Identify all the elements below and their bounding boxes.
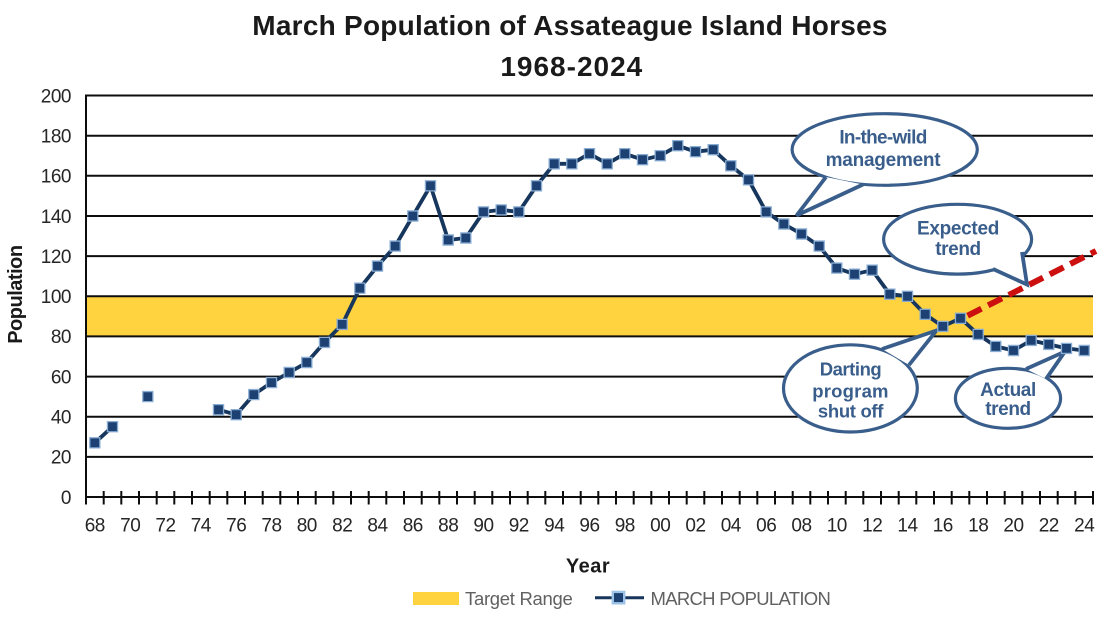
svg-text:80: 80 (51, 327, 71, 348)
svg-text:Darting: Darting (820, 359, 882, 380)
svg-text:trend: trend (935, 239, 981, 260)
svg-text:78: 78 (261, 516, 281, 537)
svg-text:02: 02 (685, 516, 705, 537)
svg-text:20: 20 (51, 448, 71, 469)
svg-text:180: 180 (41, 127, 71, 148)
svg-text:Expected: Expected (917, 219, 999, 240)
svg-text:14: 14 (897, 516, 918, 537)
svg-text:program: program (812, 381, 888, 402)
svg-text:100: 100 (41, 287, 71, 308)
svg-text:18: 18 (968, 516, 988, 537)
svg-text:40: 40 (51, 408, 71, 429)
svg-text:shut off: shut off (818, 400, 884, 421)
svg-text:68: 68 (85, 516, 105, 537)
svg-text:trend: trend (985, 399, 1031, 420)
svg-text:Actual: Actual (980, 380, 1036, 401)
svg-text:90: 90 (473, 516, 493, 537)
svg-text:120: 120 (41, 247, 71, 268)
svg-text:72: 72 (155, 516, 175, 537)
svg-text:94: 94 (544, 516, 565, 537)
svg-text:84: 84 (367, 516, 388, 537)
svg-text:MARCH POPULATION: MARCH POPULATION (651, 588, 831, 609)
svg-text:22: 22 (1039, 516, 1059, 537)
svg-text:0: 0 (61, 488, 71, 509)
svg-text:08: 08 (791, 516, 811, 537)
svg-text:24: 24 (1074, 516, 1095, 537)
svg-text:80: 80 (297, 516, 317, 537)
svg-text:88: 88 (438, 516, 458, 537)
svg-text:12: 12 (862, 516, 882, 537)
svg-text:70: 70 (120, 516, 140, 537)
svg-text:04: 04 (721, 516, 742, 537)
svg-text:Year: Year (566, 556, 610, 578)
svg-text:Target Range: Target Range (465, 588, 572, 609)
svg-text:140: 140 (41, 207, 71, 228)
svg-text:Population: Population (5, 245, 27, 343)
svg-text:86: 86 (403, 516, 423, 537)
svg-text:74: 74 (191, 516, 212, 537)
svg-text:98: 98 (615, 516, 635, 537)
svg-text:March Population of Assateague: March Population of Assateague Island Ho… (252, 10, 887, 41)
svg-text:1968-2024: 1968-2024 (500, 51, 643, 82)
svg-text:00: 00 (650, 516, 670, 537)
svg-text:In-the-wild: In-the-wild (839, 128, 926, 149)
svg-text:06: 06 (756, 516, 776, 537)
svg-text:60: 60 (51, 367, 71, 388)
svg-text:160: 160 (41, 167, 71, 188)
svg-text:16: 16 (933, 516, 953, 537)
svg-text:82: 82 (332, 516, 352, 537)
svg-text:76: 76 (226, 516, 246, 537)
svg-text:10: 10 (827, 516, 847, 537)
svg-text:20: 20 (1003, 516, 1023, 537)
svg-text:92: 92 (509, 516, 529, 537)
svg-text:96: 96 (579, 516, 599, 537)
svg-text:200: 200 (41, 86, 71, 107)
svg-text:management: management (826, 150, 942, 171)
